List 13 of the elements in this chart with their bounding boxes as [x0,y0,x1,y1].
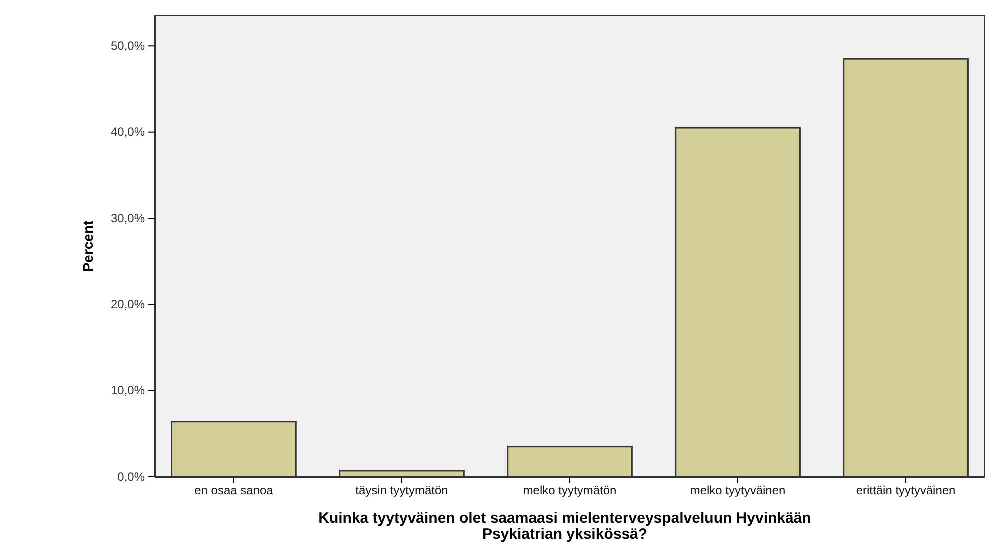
y-tick-label: 40,0% [110,125,146,140]
x-tick-label: erittäin tyytyväinen [856,484,956,498]
x-axis-title: Kuinka tyytyväinen olet saamaasi mielenterveyspalveluun Hyvinkään Psykiatrian yksikössä? [318,510,812,543]
y-axis-title: Percent [80,220,96,272]
x-tick-label: melko tyytymätön [523,484,617,498]
x-tick-label: en osaa sanoa [194,484,274,498]
x-tick-label: melko tyytyväinen [690,484,786,498]
x-tick-label: täysin tyytymätön [356,484,448,498]
y-tick-label: 20,0% [110,298,146,312]
y-tick-label: 10,0% [110,384,146,398]
y-tick-label: 30,0% [110,211,146,226]
y-tick-label: 50,0% [110,39,146,53]
y-tick-label: 0,0% [118,470,146,484]
